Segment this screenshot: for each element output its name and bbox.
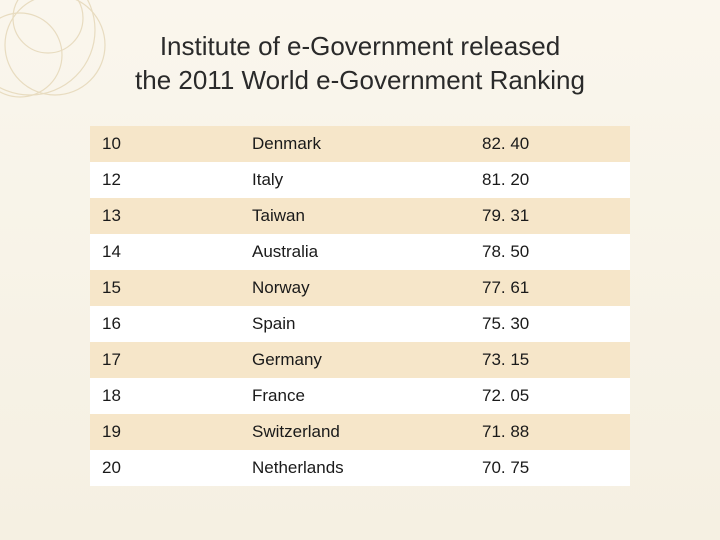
country-cell: France [240,378,470,414]
title-line-2: the 2011 World e-Government Ranking [135,65,585,95]
table-row: 12Italy81. 20 [90,162,630,198]
rank-cell: 15 [90,270,240,306]
country-cell: Taiwan [240,198,470,234]
country-cell: Spain [240,306,470,342]
table-row: 10Denmark82. 40 [90,126,630,162]
score-cell: 71. 88 [470,414,630,450]
country-cell: Denmark [240,126,470,162]
country-cell: Australia [240,234,470,270]
table-row: 18France72. 05 [90,378,630,414]
score-cell: 70. 75 [470,450,630,486]
table-row: 13Taiwan79. 31 [90,198,630,234]
table-row: 17Germany73. 15 [90,342,630,378]
score-cell: 82. 40 [470,126,630,162]
ranking-table-container: 10Denmark82. 4012Italy81. 2013Taiwan79. … [90,126,630,486]
score-cell: 73. 15 [470,342,630,378]
table-row: 14Australia78. 50 [90,234,630,270]
rank-cell: 14 [90,234,240,270]
table-row: 15Norway77. 61 [90,270,630,306]
country-cell: Germany [240,342,470,378]
title-line-1: Institute of e-Government released [160,31,560,61]
country-cell: Norway [240,270,470,306]
rank-cell: 16 [90,306,240,342]
score-cell: 72. 05 [470,378,630,414]
rank-cell: 13 [90,198,240,234]
country-cell: Netherlands [240,450,470,486]
country-cell: Italy [240,162,470,198]
score-cell: 79. 31 [470,198,630,234]
rank-cell: 19 [90,414,240,450]
rank-cell: 12 [90,162,240,198]
rank-cell: 20 [90,450,240,486]
table-row: 16Spain75. 30 [90,306,630,342]
rank-cell: 17 [90,342,240,378]
corner-decoration-icon [0,0,140,140]
score-cell: 81. 20 [470,162,630,198]
score-cell: 78. 50 [470,234,630,270]
score-cell: 77. 61 [470,270,630,306]
rank-cell: 18 [90,378,240,414]
table-row: 20Netherlands70. 75 [90,450,630,486]
country-cell: Switzerland [240,414,470,450]
table-row: 19Switzerland71. 88 [90,414,630,450]
score-cell: 75. 30 [470,306,630,342]
ranking-table: 10Denmark82. 4012Italy81. 2013Taiwan79. … [90,126,630,486]
